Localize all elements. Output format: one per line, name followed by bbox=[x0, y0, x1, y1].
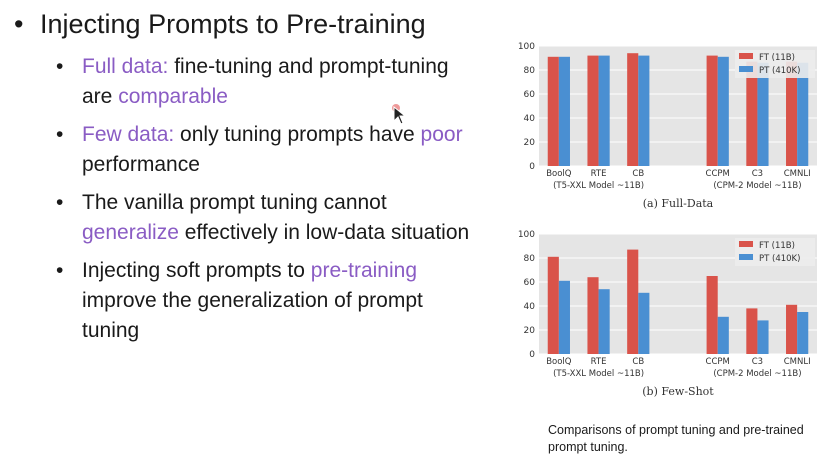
bar-ft bbox=[746, 61, 758, 166]
bar-pt bbox=[598, 289, 610, 354]
y-tick-label: 80 bbox=[524, 254, 536, 264]
bullet-segment: Injecting soft prompts to bbox=[82, 259, 311, 282]
bar-pt bbox=[717, 316, 729, 354]
x-tick-label: RTE bbox=[591, 169, 607, 179]
bullet-text: Injecting soft prompts to pre-training i… bbox=[82, 259, 423, 342]
legend-label: PT (410K) bbox=[759, 66, 800, 76]
bar-ft bbox=[746, 308, 758, 354]
bullet-highlight: generalize bbox=[82, 221, 179, 244]
bar-pt bbox=[797, 312, 809, 354]
chart-few-shot: 0 20 40 60 80 100 BoolQ RTE CB CCPM C3 CMNLI (T5-XXL… bbox=[505, 222, 825, 397]
bullet-highlight: pre-training bbox=[310, 259, 418, 282]
x-tick-label: BoolQ bbox=[546, 357, 572, 367]
x-tick-label: CMNLI bbox=[784, 357, 811, 367]
y-tick-label: 60 bbox=[524, 90, 536, 100]
bullet-icon: • bbox=[56, 123, 64, 146]
bar-pt bbox=[558, 56, 570, 166]
y-tick-label: 0 bbox=[529, 162, 535, 172]
x-tick-label: BoolQ bbox=[546, 169, 572, 179]
bullet-segment: The vanilla prompt tuning cannot bbox=[82, 191, 387, 214]
bullet-item: • Full data: fine-tuning and prompt-tunin… bbox=[56, 52, 476, 112]
chart-subcaption: (b) Few-Shot bbox=[642, 385, 714, 397]
bullet-item: • The vanilla prompt tuning cannot genera… bbox=[56, 188, 476, 248]
bullet-highlight: poor bbox=[420, 123, 463, 146]
bar-ft bbox=[627, 249, 639, 354]
legend-swatch bbox=[739, 53, 753, 59]
x-tick-label: RTE bbox=[591, 357, 607, 367]
legend-swatch bbox=[739, 241, 753, 247]
y-tick-label: 20 bbox=[524, 138, 536, 148]
y-tick-label: 80 bbox=[524, 66, 536, 76]
bar-ft bbox=[547, 56, 559, 166]
bar-pt bbox=[797, 62, 809, 166]
x-tick-label: C3 bbox=[752, 357, 763, 367]
group-label: (T5-XXL Model ~11B) bbox=[553, 369, 644, 379]
bullet-segment: effectively in low-data situation bbox=[178, 221, 470, 244]
legend-label: FT (11B) bbox=[759, 53, 795, 63]
bar-pt bbox=[638, 292, 650, 354]
bullet-icon: • bbox=[56, 259, 64, 282]
bar-ft bbox=[587, 55, 599, 166]
mouse-cursor-icon bbox=[392, 104, 406, 125]
y-tick-label: 40 bbox=[524, 114, 536, 124]
y-tick-label: 0 bbox=[529, 350, 535, 360]
bar-ft bbox=[627, 53, 639, 167]
bar-ft bbox=[706, 276, 718, 354]
bar-pt bbox=[757, 320, 769, 354]
y-tick-label: 60 bbox=[524, 278, 536, 288]
bar-ft bbox=[786, 61, 798, 166]
bar-pt bbox=[717, 56, 729, 166]
bar-pt bbox=[757, 62, 769, 166]
title-bullet-icon: • bbox=[14, 9, 24, 39]
bullet-highlight: comparable bbox=[118, 85, 228, 108]
x-tick-label: CCPM bbox=[706, 169, 730, 179]
bar-ft bbox=[786, 304, 798, 354]
figure-caption: Comparisons of prompt tuning and pre-tra… bbox=[548, 423, 804, 454]
bar-pt bbox=[598, 55, 610, 166]
bullet-item: • Few data: only tuning prompts have poor… bbox=[56, 120, 476, 180]
bar-ft bbox=[706, 55, 718, 166]
bar-ft bbox=[547, 256, 559, 354]
legend-label: FT (11B) bbox=[759, 241, 795, 251]
bullet-segment: fine-tuning and prompt-tuning are bbox=[82, 55, 449, 108]
y-tick-label: 20 bbox=[524, 326, 536, 336]
bullet-list: • Full data: fine-tuning and prompt-tunin… bbox=[56, 52, 476, 354]
group-label: (T5-XXL Model ~11B) bbox=[553, 181, 644, 191]
legend-label: PT (410K) bbox=[759, 254, 800, 264]
x-tick-label: CB bbox=[632, 357, 644, 367]
bullet-item: • Injecting soft prompts to pre-training … bbox=[56, 256, 476, 346]
x-tick-label: CMNLI bbox=[784, 169, 811, 179]
bullet-icon: • bbox=[56, 191, 64, 214]
bullet-segment: performance bbox=[82, 153, 200, 176]
chart-subcaption: (a) Full-Data bbox=[643, 197, 714, 209]
x-tick-label: C3 bbox=[752, 169, 763, 179]
legend-swatch bbox=[739, 254, 753, 260]
slide-title: • Injecting Prompts to Pre-training bbox=[14, 8, 426, 40]
legend-swatch bbox=[739, 66, 753, 72]
y-tick-label: 40 bbox=[524, 302, 536, 312]
chart-few-shot-svg: 0 20 40 60 80 100 BoolQ RTE CB CCPM C3 CMNLI (T5-XXL… bbox=[518, 230, 817, 397]
bullet-highlight: Few data: bbox=[82, 123, 175, 146]
bullet-text: Few data: only tuning prompts have poor … bbox=[82, 123, 463, 176]
group-label: (CPM-2 Model ~11B) bbox=[713, 181, 801, 191]
y-tick-label: 100 bbox=[518, 42, 535, 52]
bullet-segment: improve the generalization of prompt tun… bbox=[82, 289, 423, 342]
x-tick-label: CCPM bbox=[706, 357, 730, 367]
bar-ft bbox=[587, 277, 599, 354]
group-label: (CPM-2 Model ~11B) bbox=[713, 369, 801, 379]
chart-full-data: 0 20 40 60 80 100 BoolQ RTE CB CCPM C3 CMNLI (T5-XXL… bbox=[505, 34, 825, 209]
bar-pt bbox=[558, 280, 570, 354]
bullet-icon: • bbox=[56, 55, 64, 78]
bullet-segment: only tuning prompts have bbox=[174, 123, 421, 146]
x-tick-label: CB bbox=[632, 169, 644, 179]
y-tick-label: 100 bbox=[518, 230, 535, 240]
slide-title-text: Injecting Prompts to Pre-training bbox=[40, 9, 426, 39]
bar-pt bbox=[638, 55, 650, 166]
bullet-text: The vanilla prompt tuning cannot general… bbox=[82, 191, 469, 244]
chart-full-data-svg: 0 20 40 60 80 100 BoolQ RTE CB CCPM C3 CMNLI (T5-XXL… bbox=[518, 42, 817, 209]
bullet-text: Full data: fine-tuning and prompt-tuning… bbox=[82, 55, 449, 108]
bullet-highlight: Full data: bbox=[82, 55, 169, 78]
